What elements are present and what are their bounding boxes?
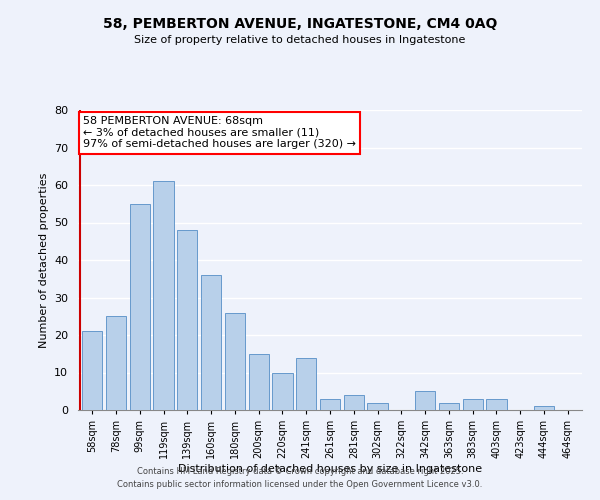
Bar [344,395,364,410]
Text: 58, PEMBERTON AVENUE, INGATESTONE, CM4 0AQ: 58, PEMBERTON AVENUE, INGATESTONE, CM4 0… [103,18,497,32]
Bar [201,275,221,410]
Bar [177,230,197,410]
Bar [225,312,245,410]
Bar [415,391,435,410]
Bar [272,372,293,410]
Bar [367,402,388,410]
Bar [130,204,150,410]
Bar [82,331,103,410]
Text: Size of property relative to detached houses in Ingatestone: Size of property relative to detached ho… [134,35,466,45]
Text: Contains HM Land Registry data © Crown copyright and database right 2025.: Contains HM Land Registry data © Crown c… [137,467,463,476]
Bar [154,181,173,410]
Text: 58 PEMBERTON AVENUE: 68sqm
← 3% of detached houses are smaller (11)
97% of semi-: 58 PEMBERTON AVENUE: 68sqm ← 3% of detac… [83,116,356,149]
Bar [296,358,316,410]
Bar [487,399,506,410]
Bar [439,402,459,410]
Bar [534,406,554,410]
X-axis label: Distribution of detached houses by size in Ingatestone: Distribution of detached houses by size … [178,464,482,474]
Text: Contains public sector information licensed under the Open Government Licence v3: Contains public sector information licen… [118,480,482,489]
Bar [320,399,340,410]
Bar [106,316,126,410]
Bar [248,354,269,410]
Bar [463,399,483,410]
Y-axis label: Number of detached properties: Number of detached properties [38,172,49,348]
